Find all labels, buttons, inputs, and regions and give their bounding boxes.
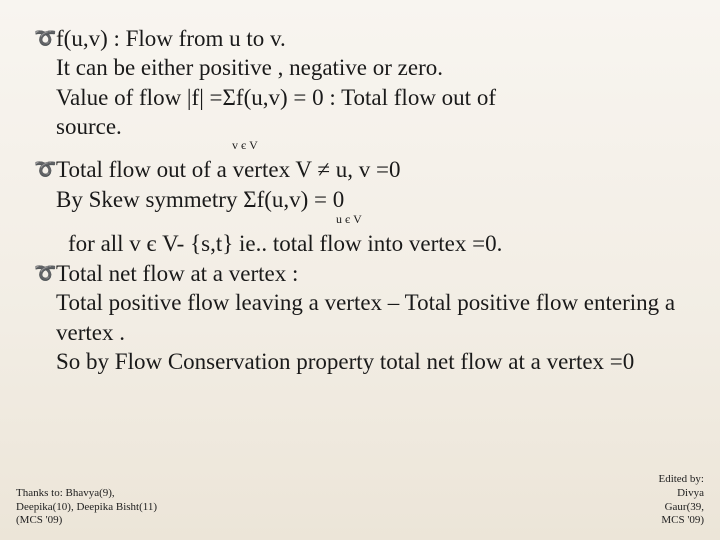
text-line: So by Flow Conservation property total n… bbox=[36, 347, 684, 376]
text-line: f(u,v) : Flow from u to v. bbox=[56, 24, 684, 53]
bullet-icon: ➰ bbox=[34, 161, 50, 177]
footer-line: Edited by: bbox=[658, 473, 704, 487]
text-line: for all v є V- {s,t} ie.. total flow int… bbox=[36, 229, 684, 258]
text-line: It can be either positive , negative or … bbox=[36, 53, 684, 82]
text-fragment: source. bbox=[56, 114, 122, 139]
bullet-icon: ➰ bbox=[34, 30, 50, 46]
text-line: Total flow out of a vertex V ≠ u, v =0 bbox=[56, 155, 684, 184]
footer-line: Thanks to: Bhavya(9), bbox=[16, 487, 157, 501]
bullet-1: ➰ f(u,v) : Flow from u to v. bbox=[36, 24, 684, 53]
footer-line: Divya bbox=[658, 487, 704, 501]
footer-right: Edited by: Divya Gaur(39, MCS '09) bbox=[658, 473, 704, 528]
bullet-3: ➰ Total net flow at a vertex : bbox=[36, 259, 684, 288]
footer-line: MCS '09) bbox=[658, 514, 704, 528]
text-line: Value of flow |f| =Σf(u,v) = 0 : Total f… bbox=[36, 83, 684, 112]
bullet-icon: ➰ bbox=[34, 265, 50, 281]
text-line: By Skew symmetry Σf(u,v) = 0 bbox=[36, 185, 684, 214]
text-line: Total positive flow leaving a vertex – T… bbox=[36, 288, 684, 347]
bullet-2: ➰ Total flow out of a vertex V ≠ u, v =0 bbox=[36, 155, 684, 184]
slide: ➰ f(u,v) : Flow from u to v. It can be e… bbox=[0, 0, 720, 540]
subscript-line: v є V bbox=[36, 138, 684, 153]
footer-left: Thanks to: Bhavya(9), Deepika(10), Deepi… bbox=[16, 487, 157, 528]
subscript-line: u є V bbox=[36, 212, 684, 227]
slide-body: ➰ f(u,v) : Flow from u to v. It can be e… bbox=[36, 24, 684, 377]
footer-line: Deepika(10), Deepika Bisht(11) bbox=[16, 501, 157, 515]
footer-line: Gaur(39, bbox=[658, 501, 704, 515]
text-line: Total net flow at a vertex : bbox=[56, 259, 684, 288]
footer-line: (MCS '09) bbox=[16, 514, 157, 528]
